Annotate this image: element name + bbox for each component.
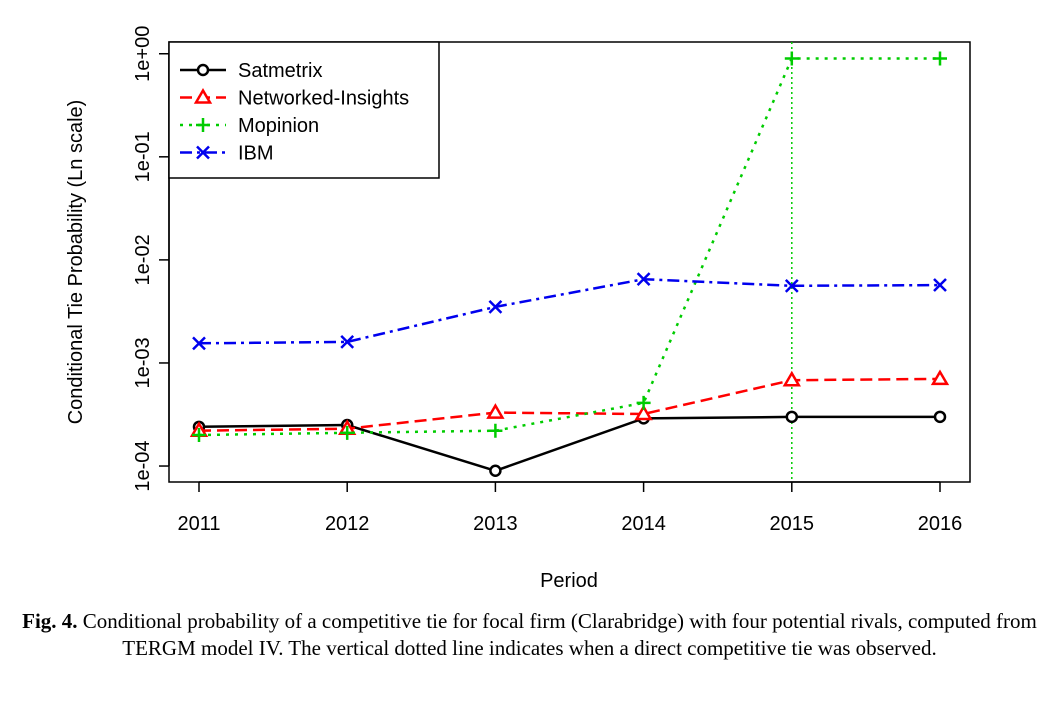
data-point xyxy=(192,336,206,351)
data-point xyxy=(933,278,947,292)
data-point xyxy=(782,370,801,387)
series-line xyxy=(198,57,940,437)
legend-item: Mopinion xyxy=(180,115,319,137)
y-tick-label: 1e-02 xyxy=(132,234,154,285)
data-point xyxy=(486,403,505,419)
data-point xyxy=(784,51,799,66)
series-layer xyxy=(189,51,950,478)
data-point xyxy=(933,51,947,66)
legend-label: IBM xyxy=(238,143,274,165)
legend-box xyxy=(168,41,440,179)
data-point xyxy=(488,299,503,314)
series-line xyxy=(198,277,941,345)
data-point xyxy=(196,63,210,77)
x-tick-label: 2012 xyxy=(325,513,370,535)
y-tick-label: 1e-01 xyxy=(132,131,154,182)
x-tick-label: 2013 xyxy=(473,513,518,535)
data-point xyxy=(636,395,651,410)
data-point xyxy=(196,145,210,160)
chart: 2011 2012 2013 2014 2015 2016 1e-04 1e-03 1e-02… xyxy=(65,26,971,592)
series-line xyxy=(198,377,941,432)
data-point xyxy=(489,464,502,478)
x-tick-label: 2011 xyxy=(177,513,220,535)
y-axis: 1e-04 1e-03 1e-02 1e-01 1e+00 xyxy=(132,26,170,492)
series-ibm xyxy=(192,272,947,351)
series-networked-insights xyxy=(189,369,950,437)
data-point xyxy=(930,369,950,386)
data-point xyxy=(192,428,206,443)
legend-label: Mopinion xyxy=(238,115,319,137)
legend-item: Networked-Insights xyxy=(180,88,409,110)
data-point xyxy=(488,423,503,438)
legend-label: Satmetrix xyxy=(238,60,322,82)
legend: Satmetrix Networked-Insights Mopinion IBM xyxy=(168,41,440,179)
legend-label: Networked-Insights xyxy=(238,88,409,110)
figure-caption: Fig. 4. Conditional probability of a com… xyxy=(20,608,1039,662)
series-mopinion xyxy=(192,51,947,443)
y-tick-label: 1e-03 xyxy=(132,337,154,388)
x-tick-label: 2014 xyxy=(621,513,666,535)
legend-item: Satmetrix xyxy=(180,60,322,82)
y-tick-label: 1e-04 xyxy=(132,440,154,491)
data-point xyxy=(933,410,947,424)
caption-label: Fig. 4. xyxy=(22,609,78,633)
legend-item: IBM xyxy=(180,143,274,165)
x-tick-label: 2015 xyxy=(770,513,815,535)
data-point xyxy=(340,425,355,440)
x-axis-label: Period xyxy=(540,570,598,592)
x-axis: 2011 2012 2013 2014 2015 2016 xyxy=(177,481,963,535)
caption-text: Conditional probability of a competitive… xyxy=(77,609,1037,660)
y-tick-label: 1e+00 xyxy=(132,26,154,82)
data-point xyxy=(196,118,210,132)
y-axis-label: Conditional Tie Probability (Ln scale) xyxy=(65,100,87,425)
data-point xyxy=(785,410,799,424)
data-point xyxy=(784,278,799,293)
data-point xyxy=(634,404,653,421)
series-line xyxy=(198,415,940,473)
data-point xyxy=(636,272,651,287)
data-point xyxy=(340,335,355,349)
x-tick-label: 2016 xyxy=(918,513,963,535)
series-satmetrix xyxy=(192,410,947,478)
data-point xyxy=(193,88,213,104)
